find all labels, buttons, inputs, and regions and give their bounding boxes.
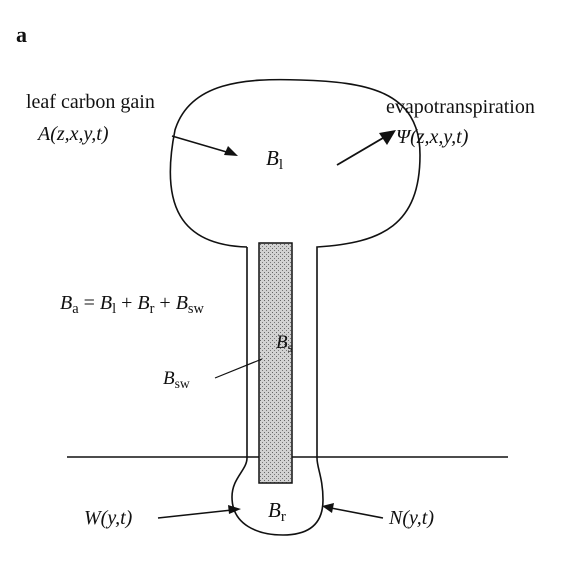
total-biomass-equation: Ba = Bl + Br + Bsw — [60, 292, 204, 318]
evapotranspiration-arrowhead — [379, 130, 396, 145]
stem-biomass-label: Bs — [276, 332, 293, 355]
water-uptake-arrowhead — [228, 505, 241, 514]
water-uptake-expression: W(y,t) — [84, 507, 133, 529]
root-biomass-label: Br — [268, 498, 286, 526]
sapwood-pointer — [214, 358, 263, 379]
carbon-gain-expression: A(z,x,y,t) — [38, 123, 109, 145]
heartwood-column — [258, 242, 293, 484]
evapotranspiration-title: evapotranspiration — [386, 96, 535, 118]
water-uptake-arrow — [157, 509, 233, 519]
leaf-biomass-label: Bl — [266, 146, 284, 174]
nitrogen-uptake-expression: N(y,t) — [389, 507, 434, 529]
evapotranspiration-arrow — [336, 137, 384, 166]
nitrogen-uptake-arrowhead — [322, 503, 334, 513]
carbon-gain-arrow — [171, 135, 231, 154]
panel-label: a — [16, 22, 27, 47]
nitrogen-uptake-arrow — [330, 507, 384, 519]
root-outline — [231, 457, 324, 536]
evapotranspiration-expression: Ψ(z,x,y,t) — [396, 126, 469, 148]
sapwood-biomass-label: Bsw — [163, 368, 190, 391]
leaf-and-trunk-outline — [169, 78, 421, 458]
carbon-gain-title: leaf carbon gain — [26, 91, 155, 113]
carbon-gain-arrowhead — [224, 146, 238, 156]
